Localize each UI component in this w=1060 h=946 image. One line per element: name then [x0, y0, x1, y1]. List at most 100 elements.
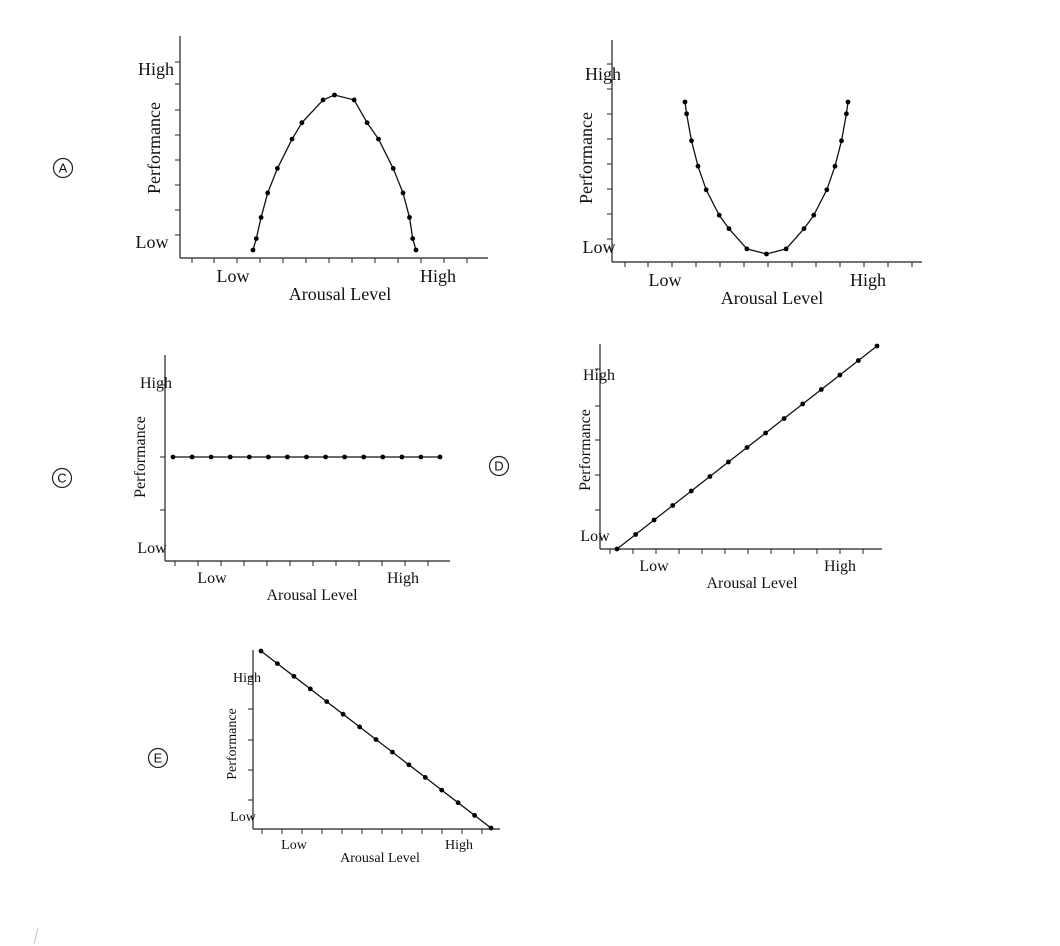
data-point: [651, 517, 657, 523]
data-point: [783, 246, 789, 252]
data-point: [844, 111, 849, 117]
badge-letter: D: [494, 459, 503, 474]
y-tick-label-low: Low: [230, 810, 257, 825]
x-axis-title: Arousal Level: [721, 288, 823, 308]
data-point: [472, 813, 477, 818]
data-point: [818, 387, 824, 392]
data-point: [716, 212, 722, 218]
chart-option-d[interactable]: D High Low Low High Arousal Level Performance: [488, 343, 883, 592]
x-tick-label-high: High: [824, 558, 856, 575]
data-point: [839, 138, 844, 144]
badge-letter: A: [59, 161, 68, 176]
data-point: [390, 166, 396, 171]
data-point: [265, 190, 271, 196]
data-point: [744, 246, 750, 252]
y-tick-label-low: Low: [137, 540, 167, 557]
x-tick-label-low: Low: [197, 570, 227, 587]
y-axis-title: Performance: [577, 409, 594, 491]
x-tick-label-high: High: [387, 570, 419, 587]
data-point: [726, 226, 732, 232]
data-point: [189, 454, 195, 460]
data-point: [800, 401, 806, 407]
option-badge-a[interactable]: A: [52, 157, 74, 179]
data-point: [670, 503, 676, 508]
data-point: [320, 97, 326, 103]
y-tick-label-low: Low: [580, 528, 610, 545]
data-point: [299, 120, 305, 126]
data-point: [688, 488, 694, 494]
faint-slash-mark: [33, 927, 39, 945]
data-point: [373, 737, 379, 742]
data-point: [304, 454, 309, 460]
data-point: [258, 215, 264, 220]
y-tick-label-low: Low: [583, 237, 616, 257]
x-axis-title: Arousal Level: [340, 851, 420, 866]
y-tick-label-high: High: [140, 375, 172, 392]
data-point: [763, 430, 768, 436]
y-tick-label-high: High: [138, 59, 174, 79]
option-badge-c[interactable]: C: [51, 467, 73, 489]
data-point: [342, 454, 347, 460]
data-point: [824, 187, 830, 193]
x-tick-label-low: Low: [217, 266, 250, 286]
badge-letter: C: [57, 471, 66, 486]
data-point: [837, 372, 843, 378]
data-point: [406, 762, 412, 768]
data-point: [227, 454, 233, 460]
data-point: [439, 787, 445, 793]
data-point: [633, 532, 638, 537]
data-point: [413, 247, 419, 253]
data-point: [422, 775, 428, 780]
data-point: [324, 699, 330, 704]
data-point: [361, 454, 367, 460]
x-axis-title: Arousal Level: [706, 575, 798, 592]
data-point: [455, 800, 461, 806]
data-point: [707, 474, 713, 479]
x-tick-label-high: High: [445, 838, 473, 853]
data-point: [856, 358, 861, 363]
data-point: [275, 661, 280, 666]
data-point: [400, 190, 406, 196]
y-axis-title: Performance: [225, 708, 240, 780]
data-point: [258, 648, 264, 654]
data-point: [614, 546, 620, 552]
data-point: [845, 99, 851, 105]
data-point: [684, 111, 689, 117]
data-point: [307, 686, 313, 692]
badge-circle: [147, 747, 169, 769]
data-point: [410, 236, 416, 242]
data-point: [357, 724, 362, 730]
data-point: [703, 187, 709, 193]
data-point: [208, 454, 214, 460]
chart-option-e[interactable]: E High Low Low High Arousal Level Performance: [147, 648, 501, 866]
y-tick-label-low: Low: [136, 232, 169, 252]
chart-option-c[interactable]: C High Low Low High Arousal Level Performance: [51, 355, 451, 604]
badge-circle: [51, 467, 73, 489]
data-point: [874, 343, 880, 349]
x-tick-label-high: High: [420, 266, 456, 286]
y-axis-title: Performance: [576, 112, 596, 204]
data-point: [689, 138, 694, 144]
data-point: [781, 416, 787, 421]
option-badge-d[interactable]: D: [488, 455, 510, 477]
data-point: [376, 136, 381, 142]
chart-option-a[interactable]: A High Low Low High Arousal Level Performance: [52, 36, 489, 304]
data-point: [332, 92, 337, 98]
data-point: [253, 236, 259, 242]
data-point: [351, 97, 357, 103]
x-axis-title: Arousal Level: [289, 284, 391, 304]
x-axis-title: Arousal Level: [266, 587, 358, 604]
x-tick-label-low: Low: [281, 838, 308, 853]
series-line: [684, 101, 849, 255]
badge-circle: [52, 157, 74, 179]
x-tick-label-high: High: [850, 270, 886, 290]
chart-option-b[interactable]: High Low Low High Arousal Level Performance: [576, 40, 922, 308]
data-point: [266, 454, 271, 460]
option-badge-e[interactable]: E: [147, 747, 169, 769]
data-point: [390, 749, 395, 755]
badge-circle: [488, 455, 510, 477]
y-axis-title: Performance: [132, 416, 149, 498]
y-tick-label-high: High: [583, 367, 615, 384]
data-point: [285, 454, 290, 460]
data-point: [399, 454, 405, 460]
